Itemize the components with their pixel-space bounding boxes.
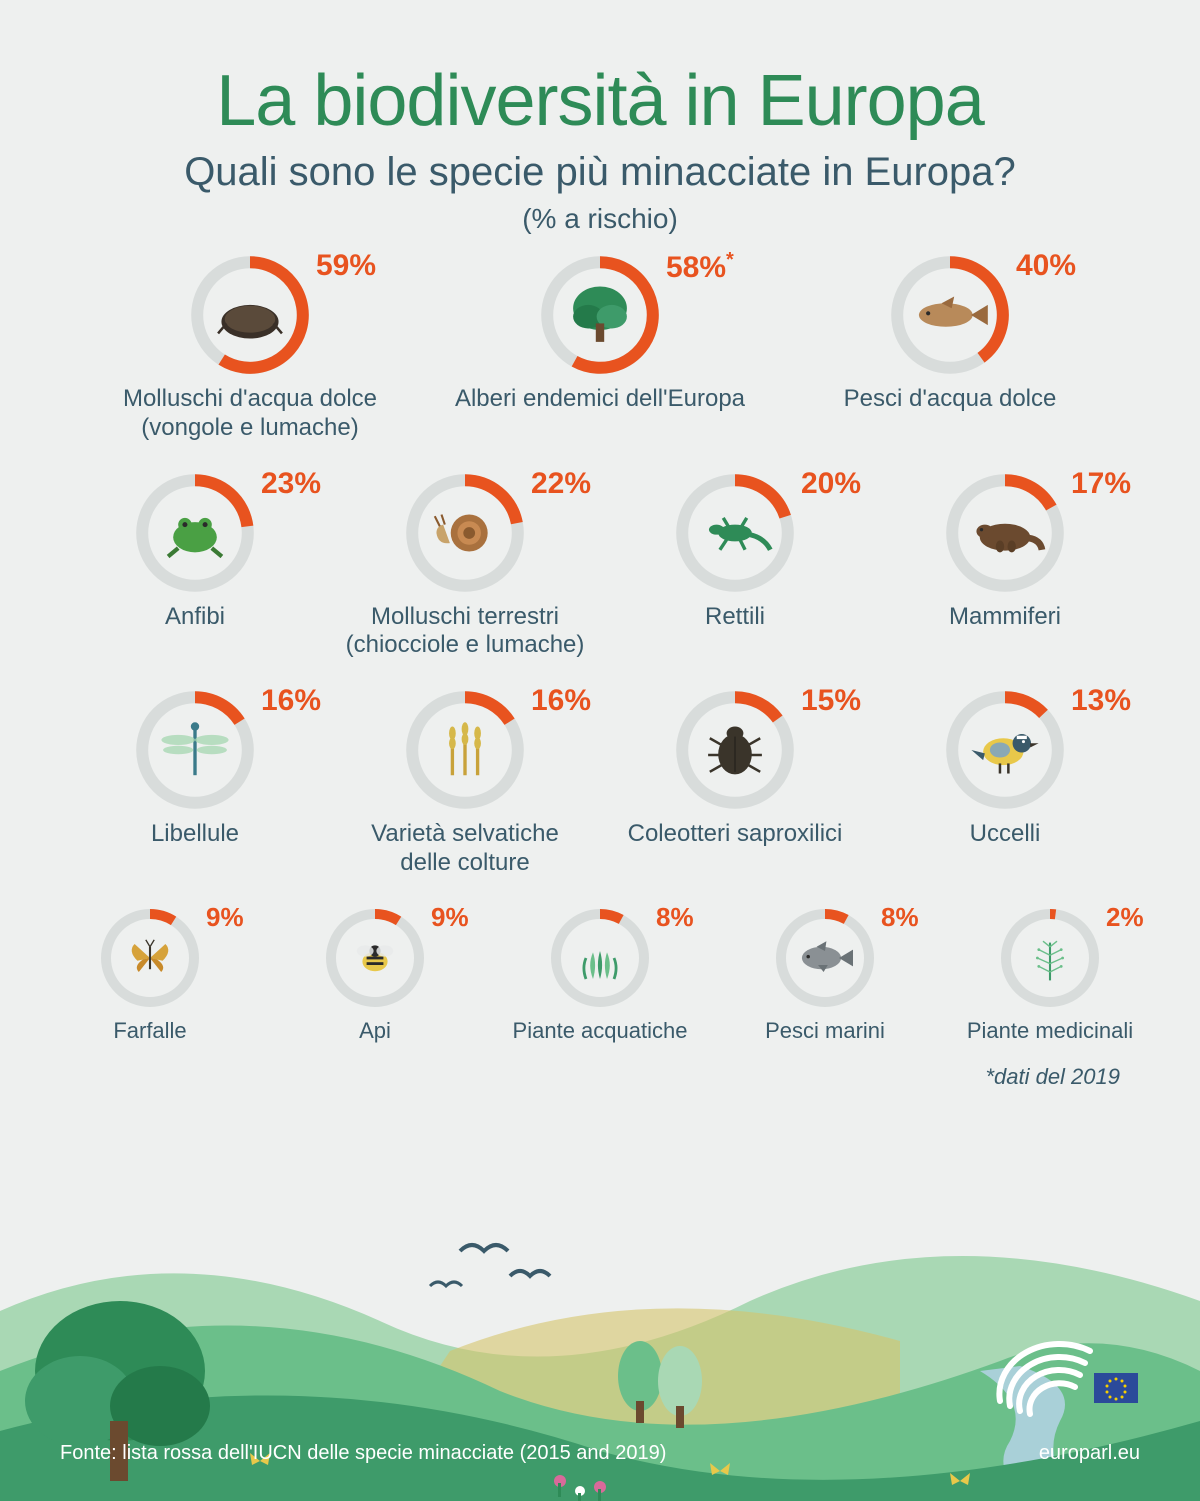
species-item: 22% Molluschi terrestri(chiocciole e lum… [345, 473, 585, 661]
species-item: 58%* Alberi endemici dell'Europa [440, 255, 760, 443]
donut-chart: 17% [945, 473, 1065, 593]
species-label: Uccelli [970, 820, 1041, 849]
species-label: Rettili [705, 603, 765, 632]
species-grid: 59% Molluschi d'acqua dolce(vongole e lu… [0, 235, 1200, 1054]
medplant-icon [1015, 923, 1085, 993]
infographic-page: La biodiversità in Europa Quali sono le … [0, 0, 1200, 1501]
species-row: 23% Anfibi 22% Molluschi terrestri(chioc… [0, 453, 1200, 671]
donut-chart: 16% [135, 690, 255, 810]
species-label: Alberi endemici dell'Europa [455, 385, 745, 414]
species-item: 9% Farfalle [53, 908, 248, 1044]
percentage-label: 20% [801, 467, 861, 501]
species-label: Api [359, 1018, 391, 1044]
donut-chart: 58%* [540, 255, 660, 375]
percentage-label: 58%* [666, 249, 734, 285]
page-title: La biodiversità in Europa [0, 60, 1200, 142]
percentage-label: 9% [431, 902, 469, 933]
species-label: Farfalle [113, 1018, 186, 1044]
dragonfly-icon [153, 708, 237, 792]
donut-chart: 9% [325, 908, 425, 1008]
aquaplant-icon [565, 923, 635, 993]
percentage-label: 8% [881, 902, 919, 933]
species-item: 23% Anfibi [75, 473, 315, 661]
species-item: 2% Piante medicinali [953, 908, 1148, 1044]
percentage-label: 8% [656, 902, 694, 933]
species-item: 15% Coleotteri saproxilici [615, 690, 855, 878]
source-text: Fonte: lista rossa dell'IUCN delle speci… [60, 1442, 666, 1465]
percentage-label: 2% [1106, 902, 1144, 933]
percentage-label: 59% [316, 249, 376, 283]
donut-chart: 20% [675, 473, 795, 593]
species-label: Mammiferi [949, 603, 1061, 632]
species-label: Pesci marini [765, 1018, 885, 1044]
snail-icon [423, 491, 507, 575]
wheat-icon [423, 708, 507, 792]
frog-icon [153, 491, 237, 575]
page-subtitle: Quali sono le specie più minacciate in E… [0, 150, 1200, 195]
otter-icon [963, 491, 1047, 575]
fish_grey-icon [790, 923, 860, 993]
species-label: Libellule [151, 820, 239, 849]
bee-icon [340, 923, 410, 993]
tree-icon [558, 273, 642, 357]
species-item: 8% Pesci marini [728, 908, 923, 1044]
species-item: 16% Varietà selvatichedelle colture [345, 690, 585, 878]
species-item: 9% Api [278, 908, 473, 1044]
species-item: 8% Piante acquatiche [503, 908, 698, 1044]
percentage-label: 16% [531, 684, 591, 718]
species-item: 17% Mammiferi [885, 473, 1125, 661]
beetle-icon [693, 708, 777, 792]
donut-chart: 13% [945, 690, 1065, 810]
percentage-label: 22% [531, 467, 591, 501]
butterfly-icon [115, 923, 185, 993]
donut-chart: 9% [100, 908, 200, 1008]
species-row: 9% Farfalle 9% Api 8% Piante acquatiche … [0, 888, 1200, 1054]
species-label: Varietà selvatichedelle colture [371, 820, 559, 878]
species-row: 16% Libellule 16% Varietà selvatichedell… [0, 670, 1200, 888]
donut-chart: 8% [550, 908, 650, 1008]
species-item: 59% Molluschi d'acqua dolce(vongole e lu… [90, 255, 410, 443]
donut-chart: 2% [1000, 908, 1100, 1008]
fish_brown-icon [908, 273, 992, 357]
species-label: Molluschi terrestri(chiocciole e lumache… [346, 603, 585, 661]
lizard-icon [693, 491, 777, 575]
mussel-icon [208, 273, 292, 357]
donut-chart: 8% [775, 908, 875, 1008]
species-item: 13% Uccelli [885, 690, 1125, 878]
footnote: *dati del 2019 [0, 1054, 1200, 1090]
percentage-label: 9% [206, 902, 244, 933]
donut-chart: 16% [405, 690, 525, 810]
species-item: 16% Libellule [75, 690, 315, 878]
europarl-logo-icon [990, 1331, 1140, 1421]
species-label: Coleotteri saproxilici [628, 820, 843, 849]
percentage-label: 17% [1071, 467, 1131, 501]
site-url: europarl.eu [1039, 1442, 1140, 1465]
bird-icon [963, 708, 1047, 792]
donut-chart: 22% [405, 473, 525, 593]
species-label: Piante medicinali [967, 1018, 1133, 1044]
species-item: 40% Pesci d'acqua dolce [790, 255, 1110, 443]
header: La biodiversità in Europa Quali sono le … [0, 0, 1200, 235]
percentage-label: 23% [261, 467, 321, 501]
donut-chart: 40% [890, 255, 1010, 375]
donut-chart: 15% [675, 690, 795, 810]
donut-chart: 23% [135, 473, 255, 593]
species-label: Anfibi [165, 603, 225, 632]
species-label: Piante acquatiche [513, 1018, 688, 1044]
percentage-label: 15% [801, 684, 861, 718]
percentage-label: 16% [261, 684, 321, 718]
donut-chart: 59% [190, 255, 310, 375]
percentage-label: 40% [1016, 249, 1076, 283]
species-label: Molluschi d'acqua dolce(vongole e lumach… [123, 385, 377, 443]
page-subnote: (% a rischio) [0, 203, 1200, 235]
percentage-label: 13% [1071, 684, 1131, 718]
species-row: 59% Molluschi d'acqua dolce(vongole e lu… [0, 235, 1200, 453]
species-item: 20% Rettili [615, 473, 855, 661]
species-label: Pesci d'acqua dolce [844, 385, 1057, 414]
